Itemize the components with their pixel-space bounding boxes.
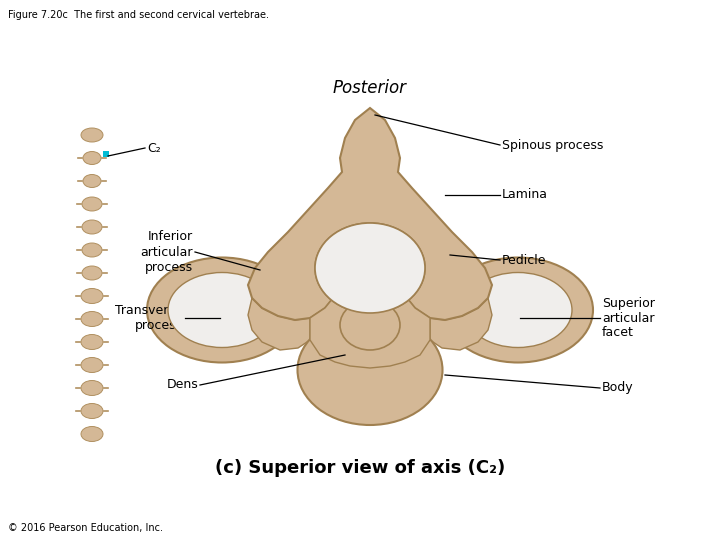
Ellipse shape	[340, 300, 400, 350]
Ellipse shape	[81, 357, 103, 373]
Text: Spinous process: Spinous process	[502, 138, 603, 152]
Polygon shape	[430, 298, 492, 350]
Ellipse shape	[81, 334, 103, 349]
Ellipse shape	[168, 273, 276, 348]
Ellipse shape	[82, 266, 102, 280]
Text: Figure 7.20c  The first and second cervical vertebrae.: Figure 7.20c The first and second cervic…	[8, 10, 269, 20]
Ellipse shape	[81, 288, 103, 303]
Text: Posterior: Posterior	[333, 79, 407, 97]
Ellipse shape	[315, 223, 425, 313]
Ellipse shape	[83, 152, 101, 165]
Text: Superior
articular
facet: Superior articular facet	[602, 296, 655, 340]
Text: Body: Body	[602, 381, 634, 395]
Polygon shape	[248, 108, 492, 320]
Ellipse shape	[83, 174, 101, 187]
Text: © 2016 Pearson Education, Inc.: © 2016 Pearson Education, Inc.	[8, 523, 163, 533]
Ellipse shape	[147, 258, 297, 362]
Ellipse shape	[81, 128, 103, 142]
Ellipse shape	[443, 258, 593, 362]
Text: Pedicle: Pedicle	[502, 253, 546, 267]
Text: Transverse
process: Transverse process	[115, 304, 183, 332]
Ellipse shape	[81, 403, 103, 418]
Ellipse shape	[82, 220, 102, 234]
Polygon shape	[248, 298, 310, 350]
Text: Inferior
articular
process: Inferior articular process	[140, 231, 193, 273]
Ellipse shape	[297, 315, 443, 425]
Ellipse shape	[81, 312, 103, 327]
Polygon shape	[310, 258, 430, 368]
Ellipse shape	[315, 223, 425, 313]
Text: Dens: Dens	[166, 379, 198, 392]
Ellipse shape	[82, 243, 102, 257]
Text: (c) Superior view of axis (C₂): (c) Superior view of axis (C₂)	[215, 459, 505, 477]
Ellipse shape	[81, 381, 103, 395]
Ellipse shape	[81, 427, 103, 442]
Text: Lamina: Lamina	[502, 188, 548, 201]
Text: C₂: C₂	[147, 141, 161, 154]
Ellipse shape	[464, 273, 572, 348]
Ellipse shape	[82, 197, 102, 211]
